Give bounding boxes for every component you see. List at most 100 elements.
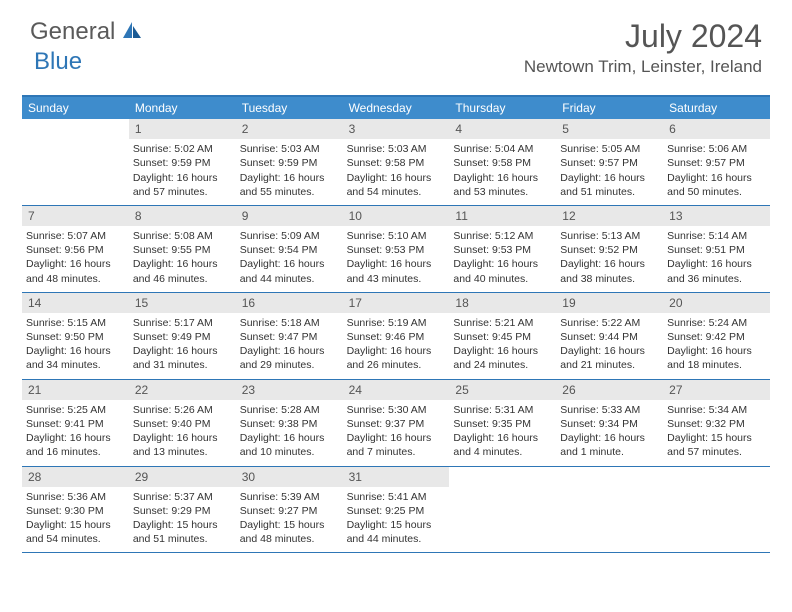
day-number: 5 [556,119,663,139]
sunrise-text: Sunrise: 5:36 AM [26,490,125,504]
day-cell: 4Sunrise: 5:04 AMSunset: 9:58 PMDaylight… [449,119,556,205]
sunset-text: Sunset: 9:53 PM [453,243,552,257]
day-cell: 25Sunrise: 5:31 AMSunset: 9:35 PMDayligh… [449,380,556,466]
day-cell: 12 Sunrise: 5:13 AMSunset: 9:52 PMDayligh… [556,206,663,292]
sunset-text: Sunset: 9:49 PM [133,330,232,344]
day-cell: 26Sunrise: 5:33 AMSunset: 9:34 PMDayligh… [556,380,663,466]
sunrise-text: Sunrise: 5:37 AM [133,490,232,504]
sunrise-text: Sunrise: 5:17 AM [133,316,232,330]
day-cell: 2Sunrise: 5:03 AMSunset: 9:59 PMDaylight… [236,119,343,205]
sunrise-text: Sunrise: 5:24 AM [667,316,766,330]
daylight-text: Daylight: 16 hours and 43 minutes. [347,257,446,285]
sunrise-text: Sunrise: 5:30 AM [347,403,446,417]
sunset-text: Sunset: 9:40 PM [133,417,232,431]
day-number: 18 [449,293,556,313]
day-header-row: SundayMondayTuesdayWednesdayThursdayFrid… [22,97,770,119]
sunrise-text: Sunrise: 5:06 AM [667,142,766,156]
sunrise-text: Sunrise: 5:10 AM [347,229,446,243]
week-row: 28Sunrise: 5:36 AMSunset: 9:30 PMDayligh… [22,467,770,554]
daylight-text: Daylight: 16 hours and 16 minutes. [26,431,125,459]
day-number: 2 [236,119,343,139]
sunset-text: Sunset: 9:55 PM [133,243,232,257]
sunrise-text: Sunrise: 5:22 AM [560,316,659,330]
sunset-text: Sunset: 9:29 PM [133,504,232,518]
day-number: 17 [343,293,450,313]
day-cell: 3Sunrise: 5:03 AMSunset: 9:58 PMDaylight… [343,119,450,205]
sunset-text: Sunset: 9:45 PM [453,330,552,344]
sunrise-text: Sunrise: 5:03 AM [347,142,446,156]
daylight-text: Daylight: 16 hours and 51 minutes. [560,171,659,199]
sunset-text: Sunset: 9:54 PM [240,243,339,257]
daylight-text: Daylight: 16 hours and 34 minutes. [26,344,125,372]
day-number: 3 [343,119,450,139]
daylight-text: Daylight: 16 hours and 7 minutes. [347,431,446,459]
sunrise-text: Sunrise: 5:09 AM [240,229,339,243]
sunset-text: Sunset: 9:25 PM [347,504,446,518]
day-number: 31 [343,467,450,487]
day-number: 23 [236,380,343,400]
day-cell: 14Sunrise: 5:15 AMSunset: 9:50 PMDayligh… [22,293,129,379]
sunset-text: Sunset: 9:42 PM [667,330,766,344]
day-cell: 30Sunrise: 5:39 AMSunset: 9:27 PMDayligh… [236,467,343,553]
sunset-text: Sunset: 9:53 PM [347,243,446,257]
sunset-text: Sunset: 9:56 PM [26,243,125,257]
day-cell: 27Sunrise: 5:34 AMSunset: 9:32 PMDayligh… [663,380,770,466]
day-number: 8 [129,206,236,226]
day-cell [556,467,663,553]
sunset-text: Sunset: 9:41 PM [26,417,125,431]
daylight-text: Daylight: 16 hours and 40 minutes. [453,257,552,285]
day-cell: 9Sunrise: 5:09 AMSunset: 9:54 PMDaylight… [236,206,343,292]
daylight-text: Daylight: 15 hours and 44 minutes. [347,518,446,546]
day-number: 12 [556,206,663,226]
day-number: 28 [22,467,129,487]
day-cell: 31 Sunrise: 5:41 AMSunset: 9:25 PMDayligh… [343,467,450,553]
month-title: July 2024 [524,18,762,55]
day-number: 29 [129,467,236,487]
sunrise-text: Sunrise: 5:07 AM [26,229,125,243]
daylight-text: Daylight: 15 hours and 54 minutes. [26,518,125,546]
week-row: 21Sunrise: 5:25 AMSunset: 9:41 PMDayligh… [22,380,770,467]
day-number: 7 [22,206,129,226]
daylight-text: Daylight: 15 hours and 48 minutes. [240,518,339,546]
logo-text-general: General [30,18,115,46]
day-header-cell: Friday [556,97,663,119]
day-number [663,467,770,471]
daylight-text: Daylight: 16 hours and 54 minutes. [347,171,446,199]
day-cell: 18Sunrise: 5:21 AMSunset: 9:45 PMDayligh… [449,293,556,379]
daylight-text: Daylight: 16 hours and 57 minutes. [133,171,232,199]
day-cell: 11Sunrise: 5:12 AMSunset: 9:53 PMDayligh… [449,206,556,292]
day-number: 20 [663,293,770,313]
day-cell: 23Sunrise: 5:28 AMSunset: 9:38 PMDayligh… [236,380,343,466]
sunrise-text: Sunrise: 5:33 AM [560,403,659,417]
day-header-cell: Saturday [663,97,770,119]
sunrise-text: Sunrise: 5:31 AM [453,403,552,417]
calendar: SundayMondayTuesdayWednesdayThursdayFrid… [22,95,770,553]
sunset-text: Sunset: 9:32 PM [667,417,766,431]
day-number: 21 [22,380,129,400]
day-number: 25 [449,380,556,400]
day-number: 9 [236,206,343,226]
sunrise-text: Sunrise: 5:19 AM [347,316,446,330]
daylight-text: Daylight: 16 hours and 55 minutes. [240,171,339,199]
day-cell: 1Sunrise: 5:02 AMSunset: 9:59 PMDaylight… [129,119,236,205]
daylight-text: Daylight: 16 hours and 38 minutes. [560,257,659,285]
daylight-text: Daylight: 15 hours and 51 minutes. [133,518,232,546]
sunset-text: Sunset: 9:52 PM [560,243,659,257]
day-number: 27 [663,380,770,400]
day-number: 4 [449,119,556,139]
sunrise-text: Sunrise: 5:13 AM [560,229,659,243]
sunset-text: Sunset: 9:59 PM [133,156,232,170]
sunrise-text: Sunrise: 5:04 AM [453,142,552,156]
day-cell [449,467,556,553]
sunrise-text: Sunrise: 5:25 AM [26,403,125,417]
logo-text-blue: Blue [34,48,82,75]
day-number: 26 [556,380,663,400]
day-number: 11 [449,206,556,226]
day-cell: 13Sunrise: 5:14 AMSunset: 9:51 PMDayligh… [663,206,770,292]
daylight-text: Daylight: 16 hours and 13 minutes. [133,431,232,459]
week-row: 7 Sunrise: 5:07 AMSunset: 9:56 PM Daylight… [22,206,770,293]
sunrise-text: Sunrise: 5:08 AM [133,229,232,243]
sunrise-text: Sunrise: 5:41 AM [347,490,446,504]
daylight-text: Daylight: 16 hours and 24 minutes. [453,344,552,372]
day-cell: 28Sunrise: 5:36 AMSunset: 9:30 PMDayligh… [22,467,129,553]
